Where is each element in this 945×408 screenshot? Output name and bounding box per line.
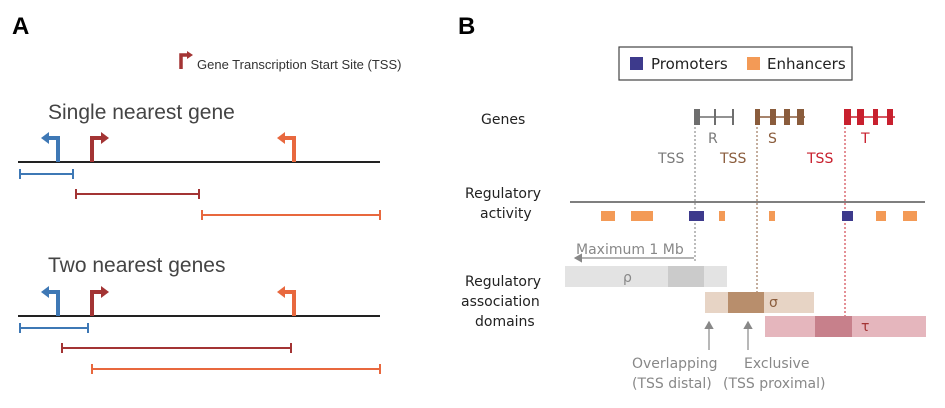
row-label-domains-3: domains (475, 314, 535, 330)
enhancer-block-6 (903, 211, 917, 221)
legend-enhancers: Enhancers (767, 55, 846, 73)
panel-b-letter: B (458, 13, 475, 40)
two-orange-tss-icon (277, 286, 296, 316)
row-label-domains-1: Regulatory (465, 274, 541, 290)
promoter-block-r (689, 211, 704, 221)
two-blue-tss-icon (41, 286, 60, 316)
two-darkred-domain (61, 343, 292, 353)
panel-b: B Promoters Enhancers Genes Regulatory a… (458, 13, 926, 392)
legend-promoters: Promoters (651, 55, 728, 73)
two-blue-domain (19, 323, 89, 333)
enhancer-block-2 (631, 211, 653, 221)
single-orange-tss-icon (277, 132, 296, 162)
gene-t-label: T (860, 131, 870, 147)
overlapping-label: Overlapping (632, 356, 718, 372)
domain-tau-core (815, 316, 852, 337)
single-blue-tss-icon (41, 132, 60, 162)
row-label-genes: Genes (481, 112, 525, 128)
row-label-activity-1: Regulatory (465, 186, 541, 202)
two-darkred-tss-icon (90, 286, 109, 316)
tss-legend-icon (179, 51, 193, 69)
max-1mb-label: Maximum 1 Mb (576, 242, 684, 258)
single-nearest-title: Single nearest gene (48, 101, 235, 124)
promoter-swatch (630, 57, 643, 70)
row-label-activity-2: activity (480, 206, 532, 222)
single-orange-domain (201, 210, 381, 220)
domain-rho-label: ρ (623, 270, 632, 286)
gene-s-icon (755, 109, 805, 125)
tss-label-t: TSS (806, 151, 833, 167)
exclusive-label: Exclusive (744, 356, 809, 372)
promoter-block-t (842, 211, 853, 221)
domain-sigma-label: σ (769, 295, 778, 311)
panel-a-letter: A (12, 13, 29, 40)
enhancer-block-3 (719, 211, 725, 221)
gene-s-label: S (768, 131, 777, 147)
row-label-domains-2: association (461, 294, 540, 310)
domain-tau-label: τ (861, 319, 869, 335)
enhancer-block-5 (876, 211, 886, 221)
tss-label-s: TSS (719, 151, 746, 167)
single-blue-domain (19, 169, 74, 179)
enhancer-block-1 (601, 211, 615, 221)
single-darkred-domain (75, 189, 200, 199)
two-nearest-title: Two nearest genes (48, 254, 225, 277)
gene-t-icon (844, 109, 895, 125)
enhancer-swatch (747, 57, 760, 70)
tss-legend-label: Gene Transcription Start Site (TSS) (197, 57, 401, 72)
panel-a: A Gene Transcription Start Site (TSS) Si… (12, 13, 401, 374)
tss-label-r: TSS (657, 151, 684, 167)
domain-rho-overlap (668, 266, 704, 287)
domain-sigma-core (728, 292, 764, 313)
single-darkred-tss-icon (90, 132, 109, 162)
enhancer-block-4 (769, 211, 775, 221)
two-orange-domain (91, 364, 381, 374)
legend-box (618, 46, 853, 81)
gene-r-label: R (708, 131, 718, 147)
exclusive-sub-label: (TSS proximal) (723, 376, 825, 392)
gene-r-icon (694, 109, 734, 125)
overlapping-sub-label: (TSS distal) (632, 376, 712, 392)
